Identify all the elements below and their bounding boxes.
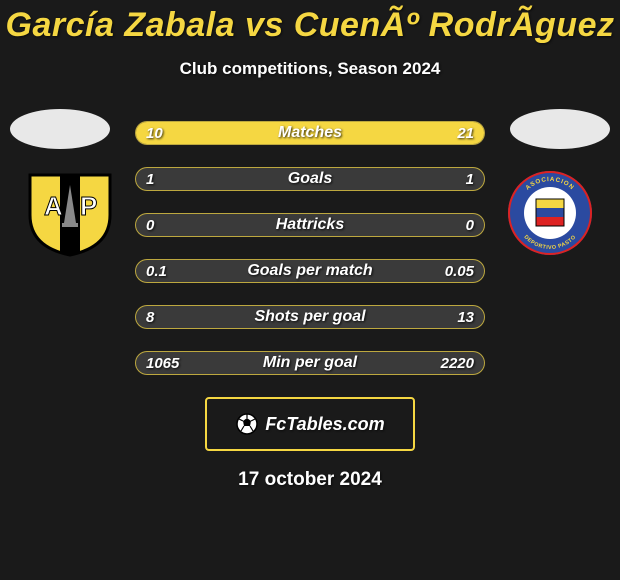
stat-row-gpm: 0.1 Goals per match 0.05 xyxy=(135,259,485,283)
stat-right-value: 0 xyxy=(466,217,474,234)
deportivo-pasto-icon: ASOCIACION DEPORTIVO PASTO xyxy=(500,169,600,257)
alianza-petrolera-icon: A P xyxy=(20,169,120,257)
soccerball-icon xyxy=(235,412,259,436)
stat-row-hattricks: 0 Hattricks 0 xyxy=(135,213,485,237)
stat-label: Min per goal xyxy=(136,354,484,372)
brand-text: FcTables.com xyxy=(265,414,384,435)
stat-right-value: 13 xyxy=(457,309,474,326)
comparison-date: 17 october 2024 xyxy=(0,469,620,491)
stats-table: 10 Matches 21 1 Goals 1 0 Hattricks 0 0.… xyxy=(135,109,485,375)
stat-right-value: 2220 xyxy=(441,355,474,372)
svg-text:P: P xyxy=(80,191,97,221)
brand-badge: FcTables.com xyxy=(205,397,415,451)
stat-label: Shots per goal xyxy=(136,308,484,326)
stat-right-value: 1 xyxy=(466,171,474,188)
stat-row-mpg: 1065 Min per goal 2220 xyxy=(135,351,485,375)
stat-label: Goals per match xyxy=(136,262,484,280)
stat-row-spg: 8 Shots per goal 13 xyxy=(135,305,485,329)
stat-right-value: 0.05 xyxy=(445,263,474,280)
stat-row-goals: 1 Goals 1 xyxy=(135,167,485,191)
stat-row-matches: 10 Matches 21 xyxy=(135,121,485,145)
comparison-subtitle: Club competitions, Season 2024 xyxy=(0,59,620,79)
club-logo-left: A P xyxy=(20,169,120,257)
player-right-photo-placeholder xyxy=(510,109,610,149)
comparison-title: García Zabala vs CuenÃº RodrÃ­guez xyxy=(0,0,620,45)
comparison-content: A P ASOCIACION DEPORTIVO PASTO xyxy=(0,109,620,491)
player-left-photo-placeholder xyxy=(10,109,110,149)
club-logo-right: ASOCIACION DEPORTIVO PASTO xyxy=(500,169,600,257)
stat-right-value: 21 xyxy=(457,125,474,142)
stat-label: Hattricks xyxy=(136,216,484,234)
stat-label: Matches xyxy=(136,124,484,142)
svg-text:A: A xyxy=(44,191,63,221)
stat-label: Goals xyxy=(136,170,484,188)
